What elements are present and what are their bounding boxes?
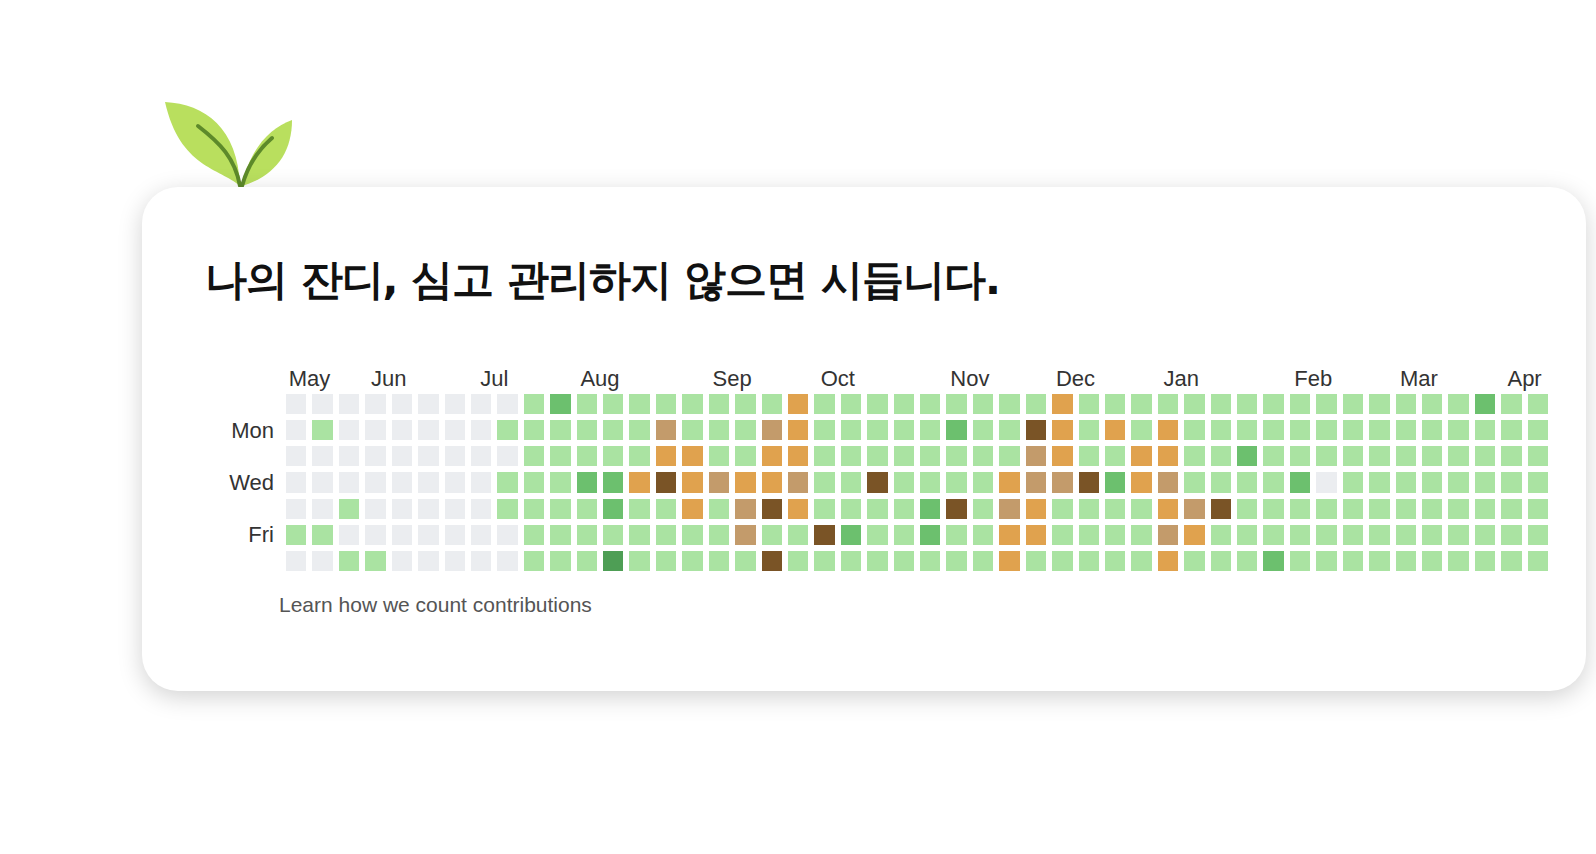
svg-text:Feb: Feb [1294,366,1332,391]
svg-text:Jan: Jan [1163,366,1198,391]
svg-text:May: May [289,366,331,391]
html-text:나의 잔디, 심고 관리하지 않으면 시듭니다.: 나의 잔디, 심고 관리하지 않으면 시듭니다. [205,255,1000,304]
svg-text:Apr: Apr [1507,366,1541,391]
svg-text:Fri: Fri [248,522,274,547]
svg-text:Nov: Nov [950,366,989,391]
html-text:Learn how we count contributio: Learn how we count contributions [279,593,592,616]
svg-text:Wed: Wed [229,470,274,495]
svg-text:Dec: Dec [1056,366,1095,391]
svg-text:Jul: Jul [480,366,508,391]
svg-text:Jun: Jun [371,366,406,391]
svg-text:Sep: Sep [713,366,752,391]
svg-text:Oct: Oct [821,366,855,391]
svg-text:Mar: Mar [1400,366,1438,391]
svg-text:Aug: Aug [580,366,619,391]
svg-text:Mon: Mon [231,418,274,443]
